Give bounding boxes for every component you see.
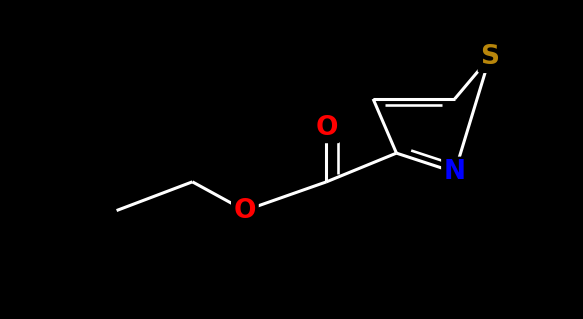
Text: S: S (480, 44, 499, 70)
Text: N: N (444, 159, 466, 185)
Text: O: O (234, 197, 256, 224)
Text: O: O (315, 115, 338, 141)
